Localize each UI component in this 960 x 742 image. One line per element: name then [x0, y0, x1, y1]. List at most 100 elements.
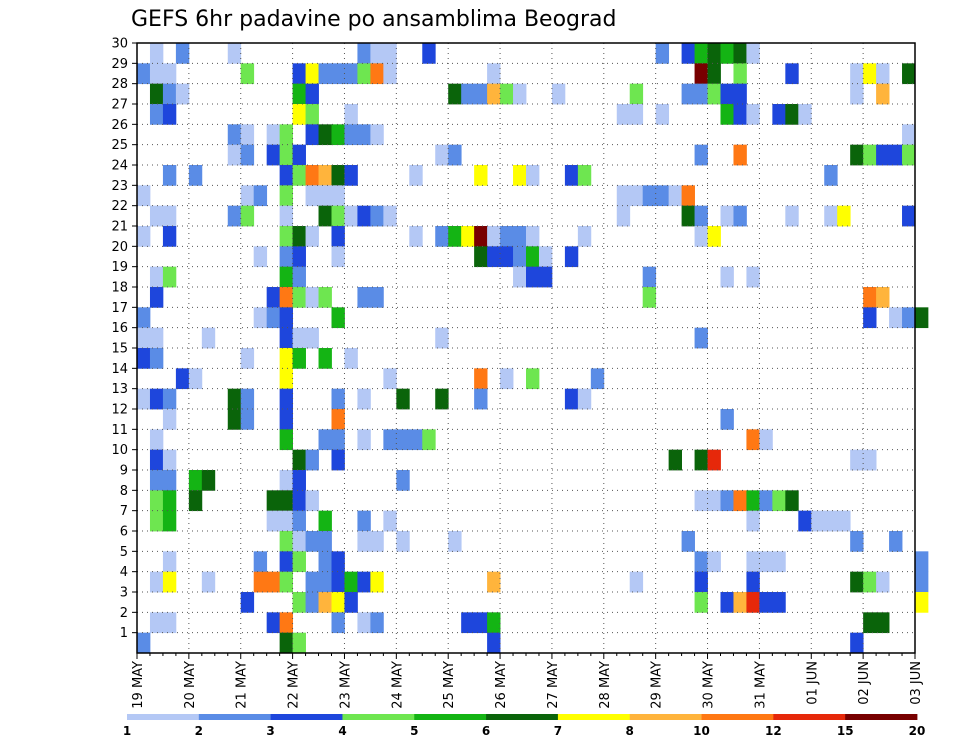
heatmap-cell [227, 409, 242, 430]
heatmap-cell [746, 592, 760, 613]
heatmap-cell [175, 43, 190, 64]
heatmap-cell [292, 104, 306, 125]
heatmap-cell [500, 246, 514, 268]
heatmap-cell [435, 388, 449, 410]
colorbar-label: 4 [338, 724, 346, 738]
heatmap-cell [137, 388, 151, 410]
heatmap-cell [279, 368, 293, 390]
heatmap-cell [513, 246, 527, 268]
heatmap-cell [655, 185, 670, 207]
heatmap-cell [305, 124, 319, 146]
y-tick-label: 27 [111, 98, 128, 113]
heatmap-cell [253, 185, 268, 207]
heatmap-cell [149, 63, 164, 85]
heatmap-cell [513, 266, 527, 288]
y-tick-label: 7 [120, 504, 128, 519]
heatmap-cell [513, 165, 527, 186]
heatmap-cell [863, 63, 877, 85]
y-tick-label: 8 [120, 484, 128, 499]
heatmap-cell [240, 592, 255, 613]
heatmap-cell [370, 287, 384, 308]
colorbar-swatch [557, 714, 631, 720]
heatmap-cell [344, 124, 358, 146]
heatmap-cell [863, 144, 877, 166]
heatmap-cell [396, 429, 410, 451]
heatmap-cell [305, 83, 319, 105]
heatmap-cell [850, 531, 864, 552]
heatmap-cell [305, 531, 319, 552]
heatmap-cell [642, 287, 657, 308]
heatmap-cell [318, 429, 332, 451]
heatmap-cell [487, 632, 501, 654]
heatmap-cell [396, 470, 410, 491]
heatmap-cell [279, 287, 293, 308]
heatmap-cell [746, 429, 760, 451]
heatmap-cell [668, 185, 682, 207]
heatmap-cell [863, 307, 877, 329]
heatmap-cell [253, 307, 268, 329]
heatmap-cell [577, 165, 592, 186]
heatmap-cell [201, 571, 216, 593]
heatmap-cell [824, 165, 838, 186]
heatmap-cell [240, 185, 255, 207]
colorbar-swatch [845, 714, 918, 720]
colorbar-label: 6 [482, 724, 490, 738]
heatmap-cell [201, 327, 216, 349]
heatmap-cell [863, 571, 877, 593]
heatmap-cell [759, 429, 773, 451]
heatmap-cell [850, 83, 864, 105]
y-tick-label: 3 [120, 586, 128, 601]
heatmap-cell [175, 83, 190, 105]
heatmap-cell [162, 470, 177, 491]
heatmap-cell [292, 449, 306, 471]
heatmap-cell [162, 266, 177, 288]
heatmap-cell [318, 287, 332, 308]
colorbar-label: 20 [909, 724, 926, 738]
heatmap-cell [720, 83, 734, 105]
heatmap-cell [811, 510, 825, 532]
heatmap-cell [681, 43, 695, 64]
heatmap-cell [733, 83, 747, 105]
heatmap-cell [331, 307, 345, 329]
heatmap-cells [137, 43, 929, 654]
colorbar-label: 7 [554, 724, 562, 738]
heatmap-cell [292, 470, 306, 491]
heatmap-cell [240, 63, 255, 85]
heatmap-cell [474, 165, 488, 186]
heatmap-cell [357, 429, 371, 451]
heatmap-cell [292, 348, 306, 369]
heatmap-cell [253, 551, 268, 573]
heatmap-cell [577, 388, 592, 410]
heatmap-cell [422, 429, 436, 451]
heatmap-cell [292, 63, 306, 85]
heatmap-cell [902, 144, 916, 166]
heatmap-cell [370, 531, 384, 552]
heatmap-cell [655, 104, 670, 125]
heatmap-cell [616, 185, 631, 207]
heatmap-cell [331, 185, 345, 207]
heatmap-cell [292, 266, 306, 288]
heatmap-cell [279, 124, 293, 146]
heatmap-cell [318, 348, 332, 369]
heatmap-cell [279, 571, 293, 593]
y-tick-label: 30 [111, 37, 128, 52]
heatmap-cell [746, 510, 760, 532]
heatmap-cell [344, 63, 358, 85]
heatmap-cell [707, 551, 721, 573]
y-tick-label: 19 [111, 260, 128, 275]
heatmap-cell [266, 287, 281, 308]
heatmap-cell [720, 104, 734, 125]
heatmap-cell [149, 612, 164, 634]
heatmap-cell [720, 43, 734, 64]
heatmap-cell [889, 307, 903, 329]
heatmap-cell [889, 531, 903, 552]
heatmap-cell [461, 612, 475, 634]
x-tick-label: 01 JUN [805, 661, 820, 705]
y-tick-label: 29 [111, 57, 128, 72]
heatmap-cell [370, 571, 384, 593]
heatmap-cell [266, 490, 281, 512]
colorbar-label: 2 [195, 724, 203, 738]
heatmap-cell [149, 429, 164, 451]
heatmap-cell [383, 429, 397, 451]
heatmap-cell [759, 592, 773, 613]
